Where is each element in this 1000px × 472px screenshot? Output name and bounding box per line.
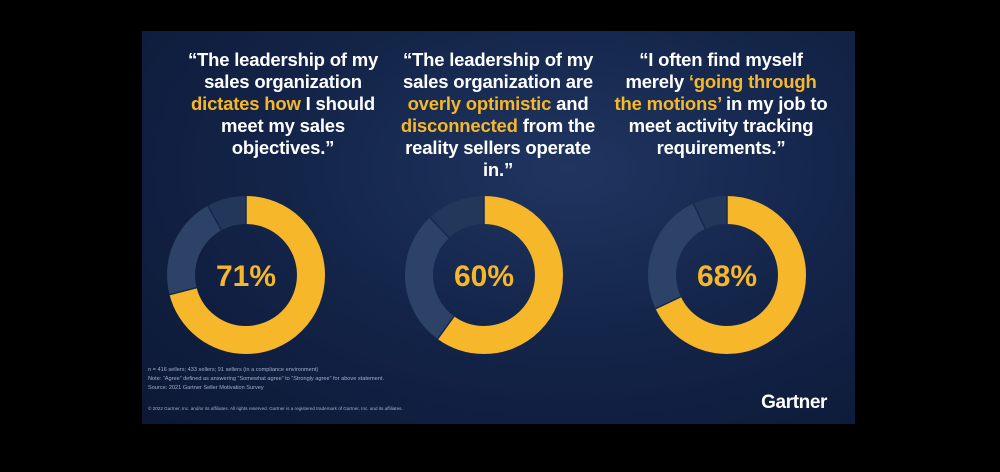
- quote-highlight: dictates how: [191, 93, 301, 114]
- slice-separator: [207, 205, 223, 231]
- footnote-definition: Note: “Agree” defined as answering “Some…: [148, 376, 384, 382]
- donut-slice: [405, 196, 563, 354]
- slice-separator: [429, 216, 450, 239]
- percentage-label: 60%: [454, 260, 514, 293]
- quote-highlight: overly optimistic: [407, 93, 552, 114]
- footnote-source: Source: 2021 Gartner Seller Motivation S…: [148, 385, 264, 391]
- donut-slice: [648, 196, 806, 354]
- slice-separator: [436, 315, 455, 340]
- quote-text: “The leadership of my sales organization…: [402, 49, 594, 92]
- quote-text: from the reality sellers operate in.”: [405, 115, 596, 180]
- donut-chart-2: 60%: [402, 193, 566, 357]
- slice-separator: [655, 296, 682, 310]
- quote-text: and: [551, 93, 589, 114]
- copyright-notice: © 2022 Gartner, Inc. and/or its affiliat…: [148, 406, 403, 411]
- quote-1: “The leadership of my sales organization…: [173, 49, 393, 159]
- quote-text: “The leadership of my sales organization: [187, 49, 379, 92]
- gartner-logo: Gartner: [761, 392, 827, 413]
- quote-highlight: disconnected: [400, 115, 518, 136]
- donut-chart-1: 71%: [164, 193, 328, 357]
- percentage-label: 71%: [216, 260, 276, 293]
- slice-separator: [169, 286, 197, 296]
- footnote-sample-size: n = 416 sellers; 433 sellers; 91 sellers…: [148, 367, 319, 373]
- donut-slice: [167, 196, 325, 354]
- quote-3: “I often find myself merely ‘going throu…: [611, 49, 831, 159]
- quote-text: I should meet my sales objectives.”: [221, 93, 375, 158]
- footnotes: n = 416 sellers; 433 sellers; 91 sellers…: [148, 366, 384, 393]
- quote-text: “I often find myself merely: [625, 49, 803, 92]
- donut-chart-3: 68%: [645, 193, 809, 357]
- quote-2: “The leadership of my sales organization…: [388, 49, 608, 181]
- slice-separator: [692, 203, 706, 230]
- infographic-slide: “The leadership of my sales organization…: [142, 31, 855, 424]
- quote-highlight: ‘going through the motions’: [614, 71, 817, 114]
- quote-text: in my job to meet activity tracking requ…: [628, 93, 828, 158]
- percentage-label: 68%: [697, 260, 757, 293]
